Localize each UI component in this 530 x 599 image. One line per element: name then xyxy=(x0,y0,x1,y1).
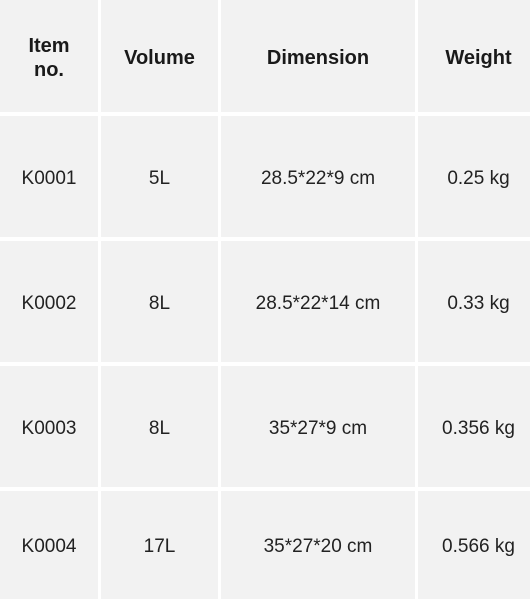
header-volume: Volume xyxy=(101,0,218,112)
cell-item-no: K0004 xyxy=(0,491,98,599)
cell-dimension: 35*27*9 cm xyxy=(221,366,415,487)
header-weight: Weight xyxy=(418,0,530,112)
cell-volume: 17L xyxy=(101,491,218,599)
header-dimension: Dimension xyxy=(221,0,415,112)
cell-item-no: K0003 xyxy=(0,366,98,487)
cell-volume: 5L xyxy=(101,116,218,237)
cell-weight: 0.566 kg xyxy=(418,491,530,599)
cell-weight: 0.33 kg xyxy=(418,241,530,362)
header-item-no: Item no. xyxy=(0,0,98,112)
cell-dimension: 35*27*20 cm xyxy=(221,491,415,599)
cell-dimension: 28.5*22*14 cm xyxy=(221,241,415,362)
cell-dimension: 28.5*22*9 cm xyxy=(221,116,415,237)
cell-volume: 8L xyxy=(101,241,218,362)
cell-item-no: K0002 xyxy=(0,241,98,362)
cell-volume: 8L xyxy=(101,366,218,487)
cell-item-no: K0001 xyxy=(0,116,98,237)
cell-weight: 0.356 kg xyxy=(418,366,530,487)
cell-weight: 0.25 kg xyxy=(418,116,530,237)
